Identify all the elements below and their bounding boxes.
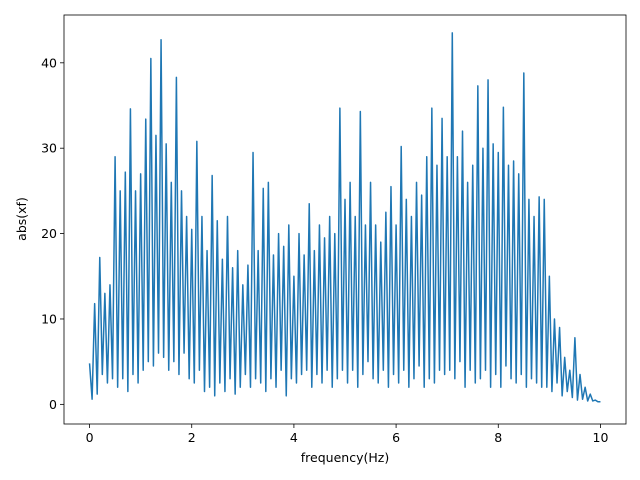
y-tick-label: 20 [41,226,57,241]
x-tick-label: 0 [86,430,94,445]
plot-frame [63,14,627,425]
y-tick-label: 30 [41,141,57,156]
x-tick-label: 2 [188,430,196,445]
x-tick-label: 10 [593,430,609,445]
x-tick-label: 4 [290,430,298,445]
x-tick-label: 6 [392,430,400,445]
x-axis-label: frequency(Hz) [301,450,389,465]
y-tick-label: 0 [49,397,57,412]
x-tick-label: 8 [494,430,502,445]
line-series [88,32,601,403]
y-tick-label: 40 [41,55,57,70]
y-axis-label: abs(xf) [14,197,29,241]
y-tick-label: 10 [41,311,57,326]
